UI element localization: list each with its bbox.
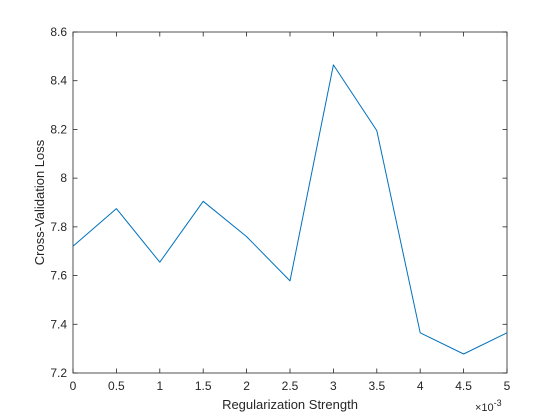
y-tick-label: 8.6 bbox=[50, 25, 67, 39]
x-tick-label: 4 bbox=[417, 379, 424, 393]
y-tick-label: 7.2 bbox=[50, 366, 67, 380]
y-tick-label: 7.8 bbox=[50, 220, 67, 234]
x-tick-label: 2 bbox=[243, 379, 250, 393]
y-tick-label: 8.2 bbox=[50, 122, 67, 136]
x-tick-label: 2.5 bbox=[282, 379, 299, 393]
x-axis-exponent: ×10-3 bbox=[475, 398, 502, 414]
x-tick-label: 0 bbox=[70, 379, 77, 393]
plot-area bbox=[72, 31, 508, 374]
axis-ticks bbox=[72, 31, 508, 374]
x-tick-label: 3.5 bbox=[368, 379, 385, 393]
x-tick-label: 1 bbox=[156, 379, 163, 393]
x-tick-label: 4.5 bbox=[455, 379, 472, 393]
x-axis-label: Regularization Strength bbox=[222, 397, 358, 412]
x-tick-label: 5 bbox=[504, 379, 511, 393]
y-axis-label: Cross-Validation Loss bbox=[32, 139, 47, 265]
x-tick-label: 0.5 bbox=[108, 379, 125, 393]
series-lines bbox=[72, 64, 508, 355]
x-tick-label: 1.5 bbox=[195, 379, 212, 393]
y-tick-label: 7.6 bbox=[50, 269, 67, 283]
series-line bbox=[72, 64, 508, 355]
y-tick-label: 8 bbox=[60, 171, 67, 185]
y-tick-label: 8.4 bbox=[50, 74, 67, 88]
x-exponent-base: ×10 bbox=[475, 402, 494, 414]
y-tick-label: 7.4 bbox=[50, 317, 67, 331]
x-tick-label: 3 bbox=[330, 379, 337, 393]
x-exponent-power: -3 bbox=[494, 398, 502, 408]
x-tick-labels: 0 0.5 1 1.5 2 2.5 3 3.5 4 4.5 5 bbox=[70, 379, 511, 393]
y-tick-labels: 7.2 7.4 7.6 7.8 8 8.2 8.4 8.6 bbox=[50, 25, 67, 380]
